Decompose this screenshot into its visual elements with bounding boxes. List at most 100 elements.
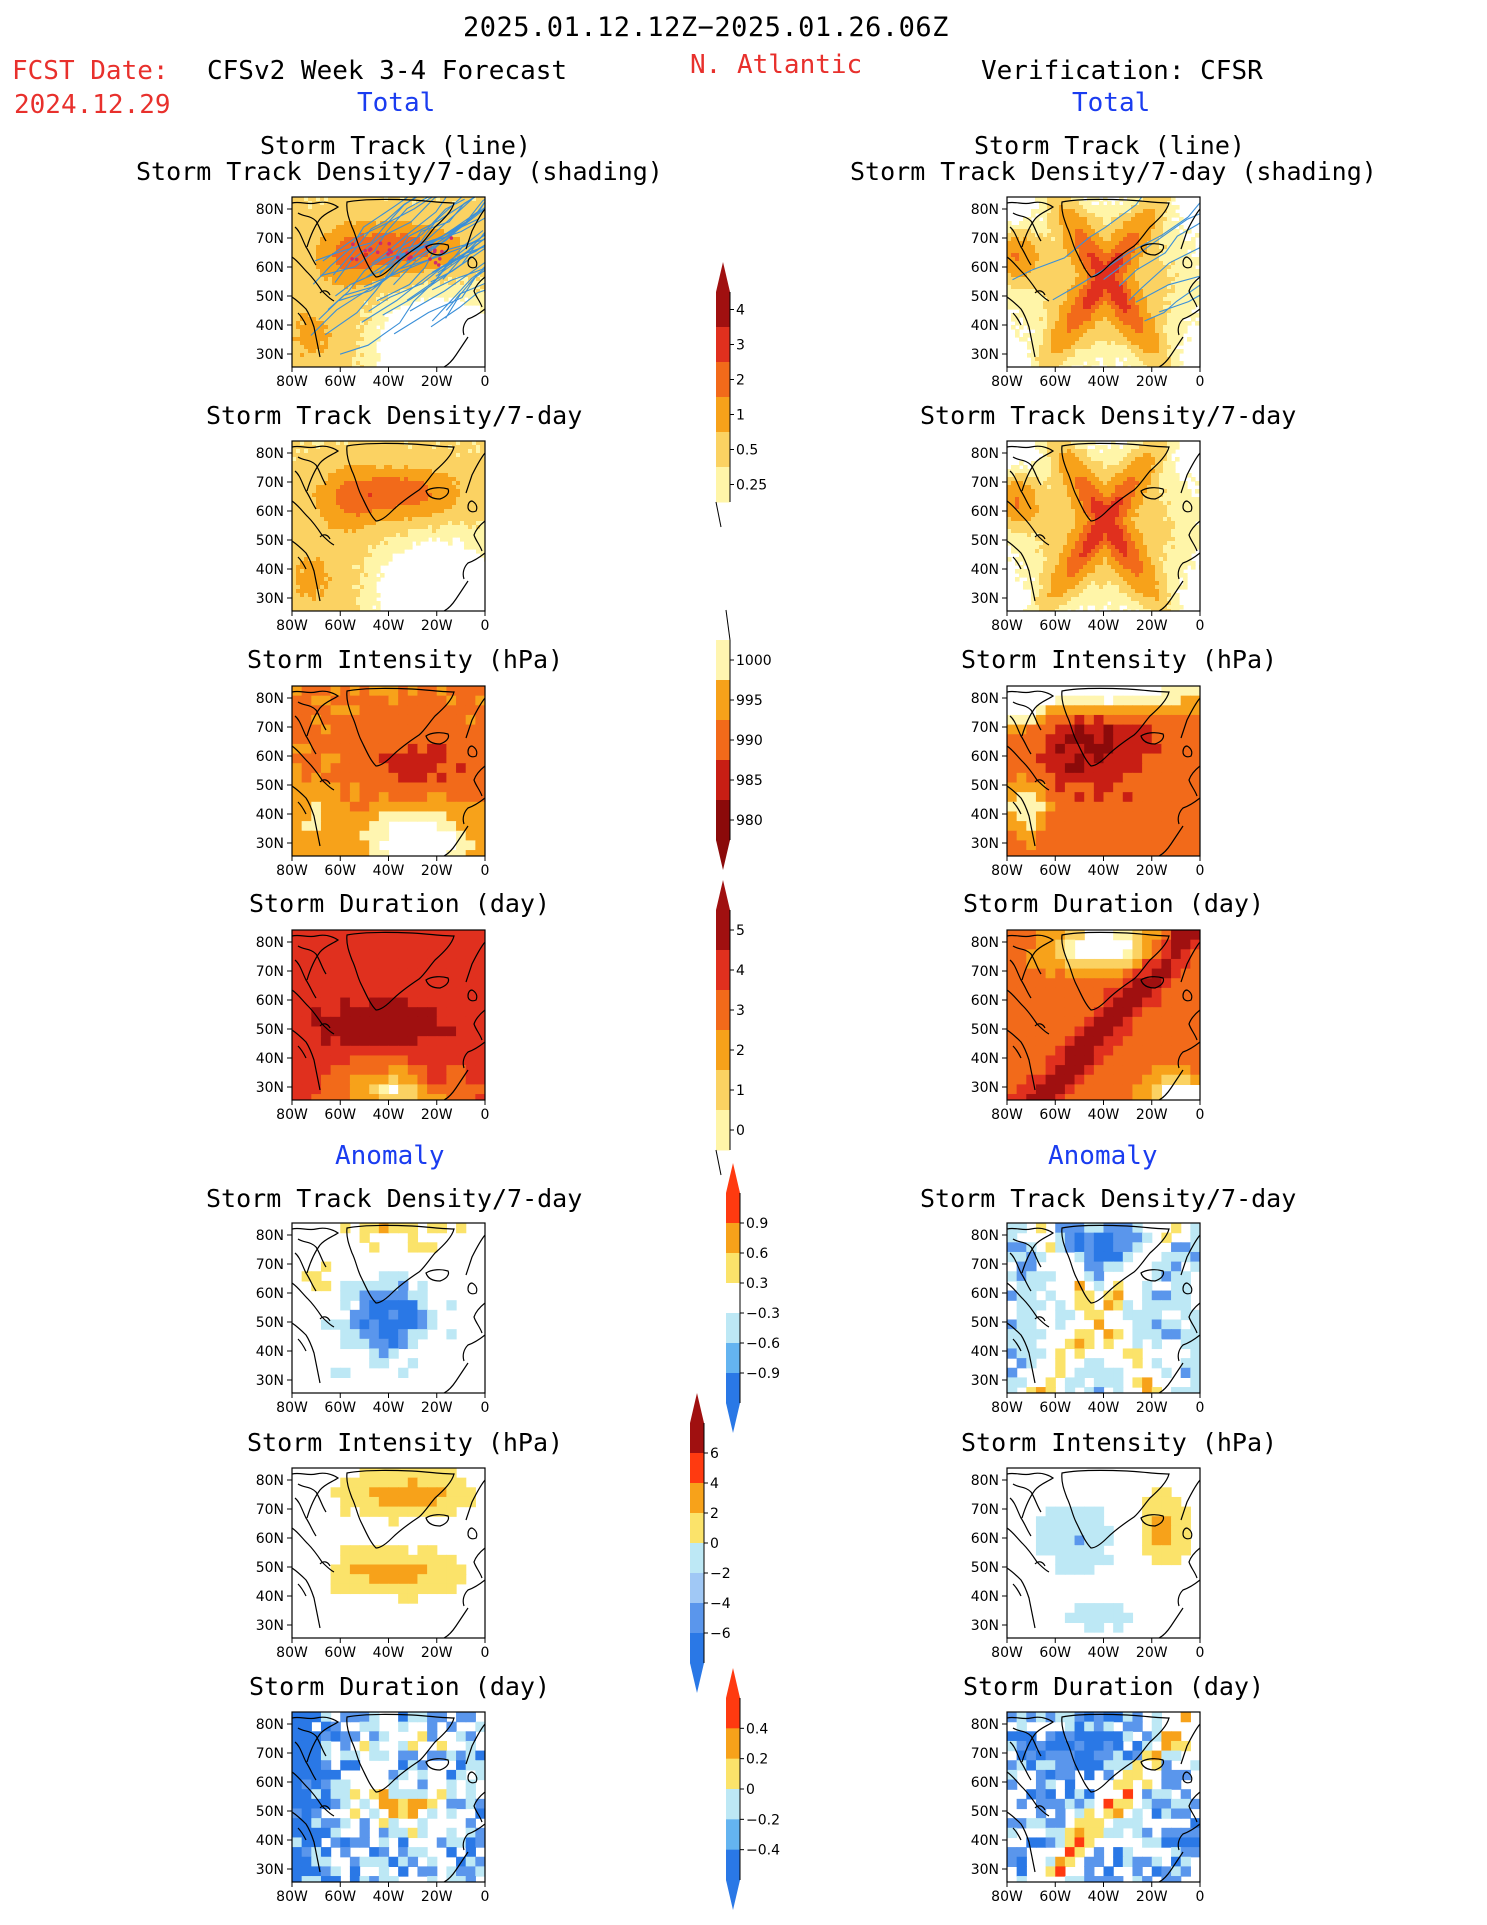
colorbar-label: 0.5 [736, 443, 758, 459]
lat-tick-label: 80N [971, 202, 999, 218]
lon-tick-label: 60W [1039, 1107, 1071, 1123]
lat-tick-label: 80N [971, 691, 999, 707]
title-density-anom-right: Storm Track Density/7-day [920, 1184, 1297, 1213]
anomaly-label-left: Anomaly [335, 1141, 445, 1171]
lat-tick-label: 40N [256, 562, 284, 578]
lat-tick-label: 60N [256, 749, 284, 765]
lon-tick-label: 40W [1088, 618, 1120, 634]
lat-tick-label: 80N [256, 1473, 284, 1489]
lon-tick-label: 20W [1136, 1645, 1168, 1661]
lat-tick-label: 50N [256, 778, 284, 794]
lon-tick-label: 20W [421, 618, 453, 634]
lon-tick-label: 20W [421, 1107, 453, 1123]
colorbar-label: 2 [710, 1506, 719, 1522]
region-title: N. Atlantic [690, 50, 863, 80]
lon-tick-label: 40W [373, 1400, 405, 1416]
lon-tick-label: 20W [421, 1645, 453, 1661]
period-title: 2025.01.12.12Z−2025.01.26.06Z [463, 12, 949, 43]
map-panel-left-6: 80N 70N 60N 50N 40N 30N 80W 60W 40W 20W 0 [256, 1711, 490, 1905]
lon-tick-label: 20W [1136, 863, 1168, 879]
lon-tick-label: 80W [276, 1645, 308, 1661]
lat-tick-label: 60N [971, 1775, 999, 1791]
colorbar-label: −6 [710, 1626, 731, 1642]
title-track-line-left: Storm Track (line) [260, 131, 531, 160]
lat-tick-label: 30N [256, 836, 284, 852]
lat-tick-label: 80N [256, 1717, 284, 1733]
map-panel-left-0: 80N 70N 60N 50N 40N 30N 80W 60W 40W 20W 0 [256, 196, 490, 390]
map-panel-left-3: 80N 70N 60N 50N 40N 30N 80W 60W 40W 20W 0 [256, 929, 490, 1123]
colorbar-label: 3 [736, 338, 745, 354]
total-label-right: Total [1072, 88, 1151, 118]
lon-tick-label: 0 [481, 863, 490, 879]
colorbar-label: 0.4 [746, 1721, 768, 1737]
colorbar-label: 0 [736, 1123, 745, 1139]
lat-tick-label: 40N [256, 807, 284, 823]
lat-tick-label: 30N [971, 591, 999, 607]
lon-tick-label: 40W [1088, 1645, 1120, 1661]
lon-tick-label: 0 [481, 374, 490, 390]
lat-tick-label: 50N [971, 1560, 999, 1576]
colorbar-label: 4 [736, 303, 745, 319]
lat-tick-label: 50N [256, 533, 284, 549]
lat-tick-label: 50N [256, 1022, 284, 1038]
lat-tick-label: 70N [256, 475, 284, 491]
map-panel-left-5: 80N 70N 60N 50N 40N 30N 80W 60W 40W 20W 0 [256, 1467, 489, 1661]
lat-tick-label: 70N [256, 1502, 284, 1518]
lat-tick-label: 70N [256, 231, 284, 247]
lat-tick-label: 30N [971, 836, 999, 852]
title-density-right: Storm Track Density/7-day [920, 401, 1297, 430]
lon-tick-label: 60W [324, 1107, 356, 1123]
lon-tick-label: 0 [481, 1889, 490, 1905]
lon-tick-label: 60W [1039, 1400, 1071, 1416]
verification-title: Verification: CFSR [981, 56, 1263, 86]
lon-tick-label: 60W [324, 618, 356, 634]
lat-tick-label: 40N [256, 1344, 284, 1360]
map-panel-right-4: 80N 70N 60N 50N 40N 30N 80W 60W 40W 20W 0 [971, 1222, 1205, 1416]
map-panel-right-5: 80N 70N 60N 50N 40N 30N 80W 60W 40W 20W 0 [971, 1467, 1205, 1661]
title-density-anom-left: Storm Track Density/7-day [206, 1184, 583, 1213]
lon-tick-label: 20W [421, 374, 453, 390]
lat-tick-label: 50N [971, 1804, 999, 1820]
title-duration-anom-left: Storm Duration (day) [249, 1672, 551, 1701]
lon-tick-label: 60W [1039, 374, 1071, 390]
lon-tick-label: 80W [276, 1107, 308, 1123]
lon-tick-label: 60W [324, 374, 356, 390]
colorbar-label: 0.9 [746, 1216, 768, 1232]
lon-tick-label: 0 [481, 1107, 490, 1123]
lat-tick-label: 30N [256, 347, 284, 363]
colorbar-intensity-anomaly: 6 4 2 0 −2 −4 −6 [690, 1393, 731, 1693]
colorbar-label: 0.2 [746, 1752, 768, 1768]
lat-tick-label: 40N [971, 1833, 999, 1849]
title-intensity-right: Storm Intensity (hPa) [961, 645, 1278, 674]
lat-tick-label: 60N [971, 749, 999, 765]
lon-tick-label: 0 [1196, 1645, 1205, 1661]
lon-tick-label: 60W [1039, 1645, 1071, 1661]
colorbar-label: 995 [736, 693, 763, 709]
lon-tick-label: 20W [1136, 1400, 1168, 1416]
lon-tick-label: 60W [324, 1889, 356, 1905]
lat-tick-label: 60N [256, 993, 284, 1009]
lon-tick-label: 40W [1088, 1889, 1120, 1905]
lat-tick-label: 80N [971, 935, 999, 951]
lon-tick-label: 60W [1039, 863, 1071, 879]
lon-tick-label: 0 [1196, 1400, 1205, 1416]
lon-tick-label: 0 [1196, 863, 1205, 879]
map-panel-right-3: 80N 70N 60N 50N 40N 30N 80W 60W 40W 20W 0 [971, 929, 1204, 1123]
colorbar-label: −0.2 [746, 1812, 780, 1828]
lat-tick-label: 30N [971, 1862, 999, 1878]
lat-tick-label: 70N [971, 231, 999, 247]
colorbar-label: 5 [736, 923, 745, 939]
lat-tick-label: 30N [971, 1373, 999, 1389]
lat-tick-label: 70N [971, 1502, 999, 1518]
lat-tick-label: 40N [971, 318, 999, 334]
colorbar-label: 0 [746, 1782, 755, 1798]
lat-tick-label: 60N [256, 1531, 284, 1547]
lat-tick-label: 40N [971, 1344, 999, 1360]
lon-tick-label: 40W [373, 1889, 405, 1905]
lat-tick-label: 40N [256, 1589, 284, 1605]
lat-tick-label: 70N [256, 720, 284, 736]
lon-tick-label: 60W [324, 1400, 356, 1416]
colorbar-label: 6 [710, 1446, 719, 1462]
colorbar-label: 2 [736, 1043, 745, 1059]
